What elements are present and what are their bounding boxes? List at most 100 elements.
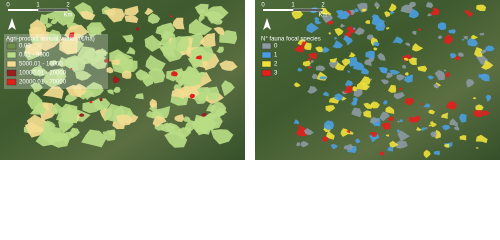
land-patch [107, 89, 114, 95]
land-patch [155, 22, 176, 37]
land-patch [475, 104, 484, 112]
land-patch [405, 97, 414, 106]
land-patch [315, 65, 326, 72]
land-patch [115, 114, 134, 126]
land-patch [89, 100, 93, 104]
land-patch [449, 53, 457, 59]
land-patch [343, 143, 354, 151]
land-patch [378, 67, 388, 73]
land-patch [332, 40, 343, 49]
land-patch [135, 27, 139, 31]
land-patch [314, 19, 322, 25]
legend-label: 0 [274, 44, 278, 50]
legend-label: 0.00 [19, 44, 31, 50]
land-patch [393, 92, 405, 100]
scale-bar [263, 9, 293, 11]
land-patch [408, 57, 417, 65]
land-patch [346, 130, 351, 134]
land-patch [174, 114, 185, 122]
land-patch [216, 46, 224, 54]
land-patch [365, 20, 371, 24]
land-patch [448, 29, 456, 34]
land-patch [27, 91, 44, 110]
land-patch [335, 10, 344, 16]
legend-label: 20000.01 - 70000 [19, 80, 67, 86]
land-patch [467, 12, 473, 17]
land-patch [427, 75, 435, 80]
land-patch [369, 132, 378, 137]
land-patch [45, 23, 53, 29]
land-patch [352, 61, 365, 71]
land-patch [454, 55, 460, 61]
land-patch [124, 15, 139, 23]
land-patch [24, 121, 45, 138]
land-patch [351, 86, 357, 92]
land-patch [340, 128, 350, 137]
land-patch [353, 8, 359, 13]
land-patch [390, 11, 395, 15]
land-patch [329, 57, 337, 63]
land-patch [343, 37, 353, 46]
land-patch [363, 102, 374, 109]
land-patch [396, 74, 405, 81]
legend-label: 2 [274, 62, 278, 68]
land-patch [75, 70, 92, 81]
land-patch [152, 115, 167, 127]
land-patch [86, 22, 106, 38]
land-patch [145, 54, 166, 72]
land-patch [170, 36, 189, 53]
land-patch [55, 69, 65, 80]
land-patch [323, 11, 330, 15]
land-patch [423, 149, 431, 159]
land-patch [454, 126, 460, 131]
map-patches [23, 2, 238, 148]
land-patch [412, 30, 417, 35]
land-patch [50, 18, 58, 25]
land-patch [441, 124, 451, 131]
land-patch [49, 133, 70, 148]
land-patch [415, 126, 422, 131]
land-patch [418, 28, 421, 32]
land-patch [399, 87, 403, 91]
land-patch [39, 14, 49, 25]
land-patch [404, 72, 409, 76]
land-patch [389, 140, 399, 148]
land-patch [433, 83, 439, 89]
land-patch [363, 110, 372, 118]
scale-label: 2 [321, 3, 325, 9]
land-patch [79, 10, 96, 21]
land-patch [323, 120, 334, 131]
legend-swatch [261, 69, 272, 77]
land-patch [322, 136, 329, 142]
legend-swatch [261, 42, 272, 50]
land-patch [375, 22, 386, 31]
land-patch [346, 70, 350, 73]
land-patch [111, 59, 120, 66]
land-patch [296, 142, 301, 147]
land-patch [385, 106, 395, 114]
land-patch [326, 130, 335, 140]
land-patch [126, 46, 136, 55]
land-patch [461, 38, 465, 41]
land-patch [293, 119, 300, 125]
land-patch [51, 102, 66, 115]
land-patch [64, 93, 78, 103]
land-patch [310, 60, 314, 64]
land-patch [476, 4, 487, 11]
land-patch [65, 84, 83, 98]
land-patch [171, 71, 178, 77]
land-patch [321, 14, 333, 23]
land-patch [346, 26, 357, 34]
land-patch [212, 18, 223, 25]
land-patch [389, 69, 401, 75]
land-patch [351, 107, 362, 118]
legend-swatch [261, 60, 272, 68]
land-patch [443, 143, 450, 148]
land-patch [169, 15, 173, 18]
land-patch [385, 72, 393, 79]
land-patch [459, 113, 467, 123]
land-patch [124, 5, 139, 16]
land-patch [354, 27, 365, 36]
north-arrow [263, 18, 271, 30]
